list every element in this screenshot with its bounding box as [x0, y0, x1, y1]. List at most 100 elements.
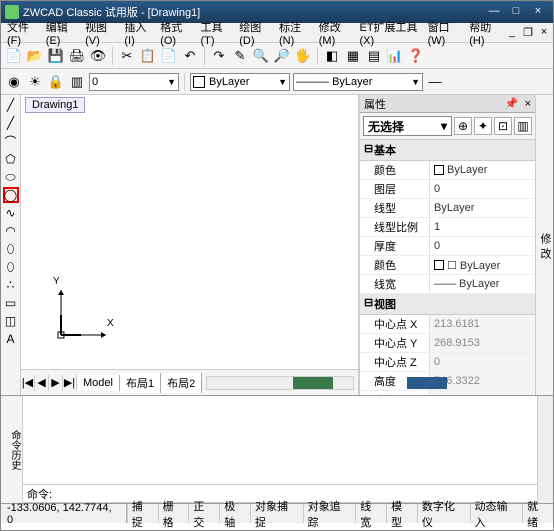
menu-item[interactable]: 帮助(H) [465, 17, 503, 49]
menu-item[interactable]: 插入(I) [120, 17, 154, 49]
toolbar-button-13[interactable]: 🖐 [294, 47, 312, 65]
layout-tab[interactable]: Model [77, 375, 120, 391]
modify-toolbar-label[interactable]: 修改 [535, 95, 553, 395]
status-toggle[interactable]: 栅格 [158, 504, 189, 523]
properties-tool-icon[interactable]: ▥ [514, 117, 532, 135]
status-toggle[interactable]: 动态输入 [470, 504, 523, 523]
draw-tool-9[interactable]: ⬯ [3, 259, 19, 275]
property-value[interactable]: ☐ ByLayer [430, 256, 535, 274]
close-button[interactable]: × [527, 4, 549, 20]
color-combo[interactable]: ByLayer ▼ [190, 73, 290, 91]
menu-item[interactable]: 工具(T) [196, 17, 233, 49]
toolbar-button-5[interactable]: ✂ [118, 47, 136, 65]
draw-tool-10[interactable]: ∴ [3, 277, 19, 293]
status-toggle[interactable]: 数字化仪 [417, 504, 470, 523]
toolbar-button-0[interactable]: 📄 [5, 47, 23, 65]
properties-tool-icon[interactable]: ⊕ [454, 117, 472, 135]
property-row[interactable]: 线宽—— ByLayer [360, 275, 535, 294]
toolbar-button-7[interactable]: 📄 [160, 47, 178, 65]
property-value[interactable]: —— ByLayer [430, 275, 535, 293]
maximize-button[interactable]: □ [505, 4, 527, 20]
property-row[interactable]: 线型比例1 [360, 218, 535, 237]
doc-close-button[interactable]: × [537, 26, 551, 39]
toolbar-button-2[interactable]: 💾 [47, 47, 65, 65]
tab-nav-button[interactable]: ▶| [63, 375, 77, 391]
drawing-canvas[interactable]: Drawing1 X Y |◀◀▶▶|Model布局1布局2 [21, 95, 359, 395]
tab-nav-button[interactable]: ◀ [35, 375, 49, 391]
status-toggle[interactable]: 模型 [386, 504, 417, 523]
coordinates-display[interactable]: -133.0606, 142.7744, 0 [1, 504, 127, 523]
property-value[interactable]: 864.1215 [430, 391, 535, 395]
property-value[interactable]: 0 [430, 353, 535, 371]
linetype-combo[interactable]: ——— ByLayer ▼ [293, 73, 423, 91]
toolbar-button-10[interactable]: ✎ [231, 47, 249, 65]
menu-item[interactable]: 视图(V) [81, 17, 118, 49]
toolbar-button-1[interactable]: 📂 [26, 47, 44, 65]
status-toggle[interactable]: 正交 [188, 504, 219, 523]
property-category[interactable]: ⊟视图 [360, 294, 535, 315]
property-value[interactable]: 213.6181 [430, 315, 535, 333]
toolbar-button-17[interactable]: 📊 [386, 47, 404, 65]
draw-tool-2[interactable]: ⌒ [3, 133, 19, 149]
property-row[interactable]: 厚度0 [360, 237, 535, 256]
toolbar-button-14[interactable]: ◧ [323, 47, 341, 65]
property-row[interactable]: 宽度864.1215 [360, 391, 535, 395]
property-row[interactable]: 中心点 X213.6181 [360, 315, 535, 334]
pin-icon[interactable]: 📌 [505, 97, 519, 110]
toolbar-button-11[interactable]: 🔍 [252, 47, 270, 65]
toolbar-button-8[interactable]: ↶ [181, 47, 199, 65]
status-toggle[interactable]: 对象追踪 [303, 504, 356, 523]
tab-nav-button[interactable]: |◀ [21, 375, 35, 391]
toolbar-button-4[interactable]: 👁 [89, 47, 107, 65]
layer-tool-icon[interactable]: ▥ [68, 73, 86, 91]
properties-tool-icon[interactable]: ✦ [474, 117, 492, 135]
draw-tool-1[interactable]: ╱ [3, 115, 19, 131]
property-row[interactable]: 中心点 Y268.9153 [360, 334, 535, 353]
property-row[interactable]: 图层0 [360, 180, 535, 199]
selection-combo[interactable]: 无选择 ▾ [363, 116, 452, 136]
property-value[interactable]: 0 [430, 180, 535, 198]
menu-item[interactable]: ET扩展工具(X) [356, 17, 422, 49]
layer-tool-icon[interactable]: ☀ [26, 73, 44, 91]
toolbar-button-15[interactable]: ▦ [344, 47, 362, 65]
property-row[interactable]: 颜色☐ ByLayer [360, 256, 535, 275]
layer-combo[interactable]: 0 ▼ [89, 73, 179, 91]
property-value[interactable]: ByLayer [430, 161, 535, 179]
draw-tool-0[interactable]: ╱ [3, 97, 19, 113]
layout-tab[interactable]: 布局2 [161, 373, 202, 393]
property-row[interactable]: 线型ByLayer [360, 199, 535, 218]
status-toggle[interactable]: 对象捕捉 [250, 504, 303, 523]
menu-item[interactable]: 绘图(D) [235, 17, 273, 49]
draw-tool-8[interactable]: ⬯ [3, 241, 19, 257]
draw-tool-4[interactable]: ⬭ [3, 169, 19, 185]
toolbar-button-3[interactable]: 🖨 [68, 47, 86, 65]
status-toggle[interactable]: 极轴 [219, 504, 250, 523]
menu-item[interactable]: 格式(O) [156, 17, 194, 49]
toolbar-button-16[interactable]: ▤ [365, 47, 383, 65]
status-toggle[interactable]: 线宽 [355, 504, 386, 523]
menu-item[interactable]: 标注(N) [275, 17, 313, 49]
toolbar-button-9[interactable]: ↷ [210, 47, 228, 65]
doc-maximize-button[interactable]: ❐ [521, 26, 535, 39]
property-value[interactable]: ByLayer [430, 199, 535, 217]
toolbar-button-18[interactable]: ❓ [407, 47, 425, 65]
draw-tool-12[interactable]: ◫ [3, 313, 19, 329]
draw-tool-6[interactable]: ∿ [3, 205, 19, 221]
property-row[interactable]: 中心点 Z0 [360, 353, 535, 372]
draw-tool-5[interactable]: ◯ [3, 187, 19, 203]
layer-tool-icon[interactable]: 🔒 [47, 73, 65, 91]
draw-tool-7[interactable]: ◠ [3, 223, 19, 239]
menu-item[interactable]: 修改(M) [315, 17, 354, 49]
property-value[interactable]: 1 [430, 218, 535, 236]
toolbar-button-12[interactable]: 🔎 [273, 47, 291, 65]
lineweight-button[interactable]: — [426, 73, 444, 91]
layer-tool-icon[interactable]: ◉ [5, 73, 23, 91]
toolbar-button-6[interactable]: 📋 [139, 47, 157, 65]
property-row[interactable]: 高度546.3322 [360, 372, 535, 391]
panel-close-button[interactable]: × [525, 98, 531, 110]
menu-item[interactable]: 窗口(W) [424, 17, 464, 49]
command-scrollbar[interactable] [537, 396, 553, 503]
tab-nav-button[interactable]: ▶ [49, 375, 63, 391]
property-value[interactable]: 0 [430, 237, 535, 255]
property-value[interactable]: 268.9153 [430, 334, 535, 352]
